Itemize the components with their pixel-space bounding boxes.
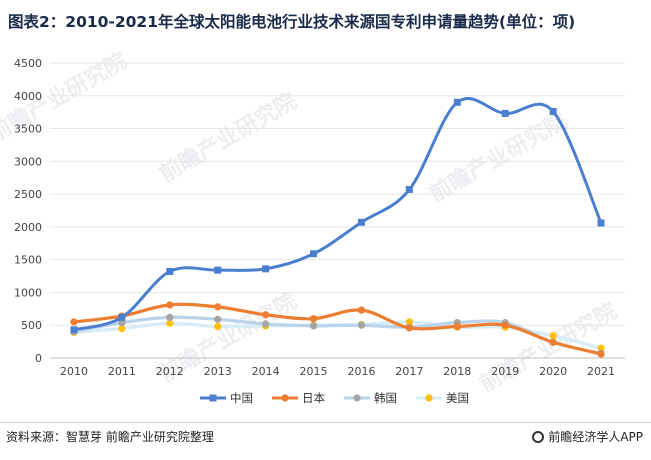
y-tick-label: 1500 bbox=[14, 254, 42, 267]
data-point bbox=[501, 109, 509, 117]
data-point bbox=[453, 322, 461, 331]
x-tick-label: 2012 bbox=[156, 365, 184, 378]
data-point bbox=[166, 301, 174, 309]
data-point bbox=[357, 218, 365, 226]
data-point bbox=[214, 303, 222, 311]
x-tick-label: 2011 bbox=[108, 365, 136, 378]
data-point bbox=[405, 318, 413, 326]
data-point bbox=[453, 98, 461, 106]
data-point bbox=[309, 322, 318, 330]
data-point bbox=[262, 265, 270, 273]
data-point bbox=[405, 186, 413, 194]
data-point bbox=[549, 108, 557, 116]
data-point bbox=[357, 306, 366, 314]
data-point bbox=[262, 311, 270, 319]
brand-logo-icon bbox=[532, 430, 545, 443]
data-point bbox=[118, 313, 126, 321]
y-tick-label: 4500 bbox=[14, 57, 42, 70]
data-point bbox=[597, 219, 605, 227]
chart-title: 图表2：2010-2021年全球太阳能电池行业技术来源国专利申请量趋势(单位：项… bbox=[8, 13, 576, 31]
data-point bbox=[549, 332, 557, 340]
x-tick-label: 2018 bbox=[443, 365, 471, 378]
legend-marker bbox=[353, 394, 361, 402]
y-tick-label: 4000 bbox=[14, 90, 42, 103]
data-point bbox=[166, 313, 174, 321]
y-tick-label: 3500 bbox=[14, 123, 42, 136]
source-note: 资料来源：智慧芽 前瞻产业研究院整理 bbox=[6, 430, 214, 444]
x-tick-label: 2015 bbox=[300, 365, 328, 378]
data-point bbox=[309, 315, 318, 323]
x-tick-label: 2017 bbox=[395, 365, 423, 378]
brand-label: 前瞻经济学人APP bbox=[548, 430, 643, 444]
data-point bbox=[310, 250, 318, 258]
x-tick-label: 2021 bbox=[587, 365, 615, 378]
data-point bbox=[118, 324, 126, 333]
x-tick-label: 2013 bbox=[204, 365, 232, 378]
footer-divider bbox=[0, 422, 651, 423]
x-tick-label: 2014 bbox=[252, 365, 280, 378]
line-chart: 0 500 1000 1500 2000 2500 3000 3500 4000 4500 2010… bbox=[14, 57, 625, 405]
series-line bbox=[72, 97, 603, 332]
data-point bbox=[214, 322, 222, 331]
data-point bbox=[70, 326, 78, 334]
data-point bbox=[262, 320, 270, 328]
x-tick-label: 2010 bbox=[60, 365, 88, 378]
legend-label: 中国 bbox=[230, 391, 253, 405]
y-tick-label: 500 bbox=[21, 319, 42, 332]
legend-marker bbox=[425, 394, 433, 402]
data-point bbox=[357, 321, 366, 329]
x-tick-label: 2020 bbox=[539, 365, 567, 378]
data-point bbox=[597, 350, 605, 358]
data-point bbox=[549, 338, 557, 346]
y-tick-label: 3000 bbox=[14, 155, 42, 168]
data-point bbox=[166, 267, 174, 275]
y-tick-label: 1000 bbox=[14, 286, 42, 299]
series-line bbox=[72, 302, 603, 356]
data-point bbox=[166, 319, 174, 327]
series-line bbox=[72, 315, 603, 356]
data-point bbox=[501, 321, 509, 329]
data-point bbox=[405, 324, 413, 332]
y-tick-label: 2000 bbox=[14, 221, 42, 234]
legend-label: 美国 bbox=[446, 391, 469, 405]
legend-marker bbox=[209, 394, 217, 402]
y-tick-label: 2500 bbox=[14, 188, 42, 201]
legend-label: 日本 bbox=[302, 391, 325, 405]
x-tick-label: 2016 bbox=[347, 365, 375, 378]
legend-marker bbox=[281, 394, 289, 402]
legend-label: 韩国 bbox=[374, 391, 397, 405]
data-point bbox=[597, 344, 605, 352]
brand: 前瞻经济学人APP bbox=[532, 428, 643, 445]
y-tick-label: 0 bbox=[35, 352, 42, 365]
data-point bbox=[214, 266, 222, 274]
data-point bbox=[214, 315, 222, 323]
x-tick-label: 2019 bbox=[491, 365, 519, 378]
data-point bbox=[70, 318, 78, 326]
